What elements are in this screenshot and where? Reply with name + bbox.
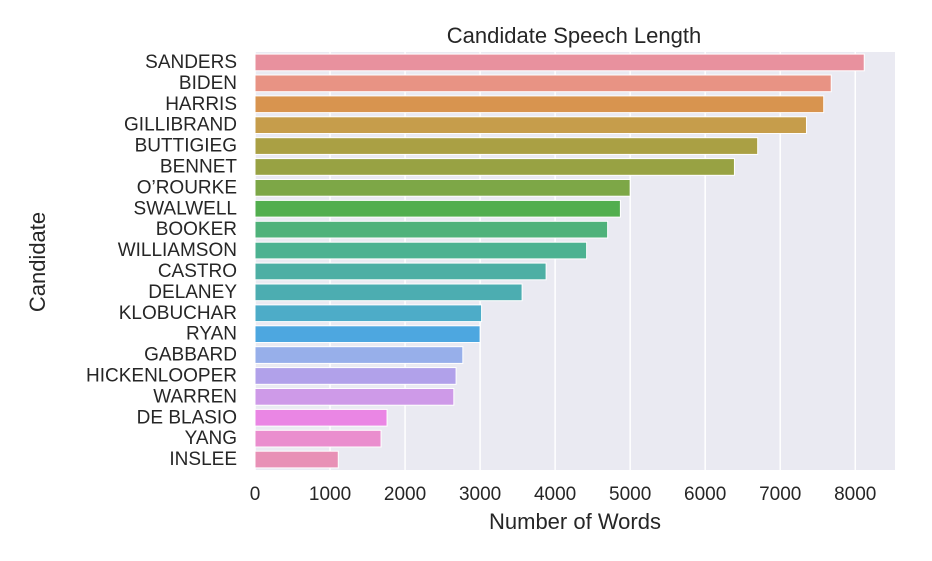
bar	[254, 367, 457, 385]
bar	[254, 450, 339, 469]
y-tick-label: BUTTIGIEG	[135, 136, 237, 157]
bar	[254, 346, 464, 364]
x-tick-label: 2000	[384, 484, 426, 505]
bar	[254, 116, 807, 135]
bar	[254, 178, 631, 197]
x-tick-label: 3000	[459, 484, 501, 505]
bar	[254, 74, 832, 93]
y-tick-label: WILLIAMSON	[118, 240, 237, 261]
y-tick-label: HARRIS	[165, 94, 237, 115]
bar	[254, 199, 621, 218]
x-tick-label: 8000	[834, 484, 876, 505]
y-tick-label: HICKENLOOPER	[86, 365, 237, 386]
y-tick-label: GILLIBRAND	[124, 115, 237, 136]
bar	[254, 220, 609, 239]
bars	[254, 53, 865, 469]
bar	[254, 304, 483, 323]
bar	[254, 387, 455, 406]
bar	[254, 429, 382, 448]
x-tick-label: 5000	[609, 484, 651, 505]
y-tick-label: BENNET	[160, 156, 237, 177]
bar	[254, 262, 547, 281]
bar	[254, 95, 825, 114]
y-tick-label: GABBARD	[144, 345, 237, 366]
y-tick-label: KLOBUCHAR	[119, 303, 237, 324]
x-tick-label: 0	[250, 484, 261, 505]
x-tick-label: 4000	[534, 484, 576, 505]
bar	[254, 158, 735, 176]
bar	[254, 241, 588, 260]
y-tick-label: DE BLASIO	[137, 407, 237, 428]
y-tick-label: INSLEE	[169, 449, 237, 470]
bar	[254, 325, 481, 344]
y-tick-labels: SANDERSBIDENHARRISGILLIBRANDBUTTIGIEGBEN…	[86, 52, 237, 470]
chart-title: Candidate Speech Length	[447, 23, 701, 48]
y-tick-label: BOOKER	[156, 219, 237, 240]
y-tick-label: BIDEN	[179, 73, 237, 94]
y-tick-label: SANDERS	[145, 52, 237, 73]
x-tick-label: 1000	[309, 484, 351, 505]
x-tick-labels: 0 1000 2000 3000 4000 5000 6000 7000 8000	[250, 484, 877, 505]
y-tick-label: YANG	[185, 428, 237, 449]
y-tick-label: SWALWELL	[134, 198, 237, 219]
y-axis-title: Candidate	[25, 212, 50, 312]
x-tick-label: 7000	[759, 484, 801, 505]
y-tick-label: WARREN	[153, 386, 237, 407]
y-tick-label: O’ROURKE	[137, 177, 237, 198]
bar	[254, 53, 865, 72]
x-tick-label: 6000	[684, 484, 726, 505]
plot-area	[255, 52, 895, 470]
bar	[254, 137, 759, 155]
y-tick-label: CASTRO	[158, 261, 237, 282]
bar	[254, 283, 523, 302]
bar	[254, 408, 388, 427]
x-axis-title: Number of Words	[489, 509, 661, 534]
y-tick-label: RYAN	[186, 324, 237, 345]
y-tick-label: DELANEY	[148, 282, 237, 303]
